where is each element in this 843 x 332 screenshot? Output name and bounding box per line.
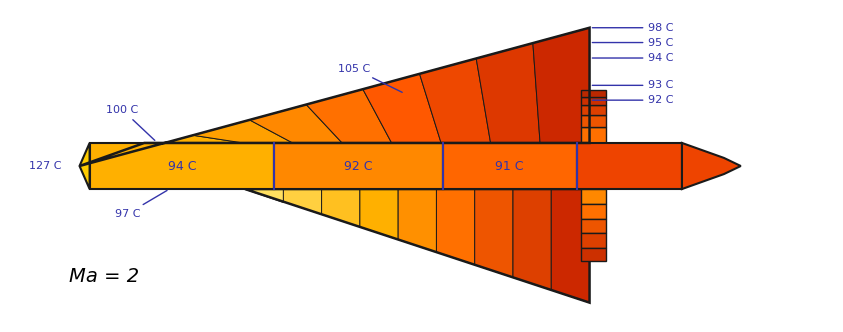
Polygon shape [581, 105, 606, 115]
Text: 94 C: 94 C [593, 53, 674, 63]
Polygon shape [533, 28, 589, 143]
Text: Ma = 2: Ma = 2 [68, 267, 139, 286]
Text: 92 C: 92 C [344, 159, 373, 173]
Polygon shape [551, 189, 589, 303]
Polygon shape [475, 189, 513, 278]
Polygon shape [250, 105, 342, 143]
Polygon shape [89, 143, 275, 189]
Text: 94 C: 94 C [168, 159, 196, 173]
Polygon shape [137, 135, 243, 151]
Polygon shape [581, 115, 606, 127]
Text: 98 C: 98 C [593, 23, 674, 33]
Polygon shape [306, 89, 392, 143]
Text: 93 C: 93 C [593, 80, 674, 90]
Polygon shape [283, 189, 322, 214]
Text: 97 C: 97 C [115, 191, 167, 219]
Polygon shape [581, 127, 606, 143]
Text: 100 C: 100 C [106, 105, 155, 140]
Polygon shape [682, 143, 741, 189]
Polygon shape [577, 143, 682, 189]
Text: 105 C: 105 C [338, 64, 402, 92]
Polygon shape [79, 143, 194, 166]
Polygon shape [581, 219, 606, 233]
Polygon shape [581, 189, 606, 204]
Polygon shape [581, 97, 606, 105]
Polygon shape [398, 189, 437, 252]
Polygon shape [79, 143, 89, 189]
Polygon shape [581, 204, 606, 219]
Polygon shape [193, 120, 293, 143]
Polygon shape [443, 143, 577, 189]
Polygon shape [322, 189, 360, 227]
Text: 91 C: 91 C [496, 159, 524, 173]
Polygon shape [476, 43, 540, 143]
Polygon shape [437, 189, 475, 265]
Polygon shape [245, 189, 283, 202]
Polygon shape [581, 233, 606, 248]
Text: 127 C: 127 C [30, 161, 62, 171]
Polygon shape [513, 189, 551, 290]
Polygon shape [360, 189, 398, 239]
Polygon shape [275, 143, 443, 189]
Text: 95 C: 95 C [593, 38, 674, 47]
Polygon shape [420, 58, 491, 143]
Polygon shape [362, 74, 441, 143]
Polygon shape [581, 248, 606, 262]
Polygon shape [581, 90, 606, 97]
Text: 92 C: 92 C [593, 95, 674, 105]
